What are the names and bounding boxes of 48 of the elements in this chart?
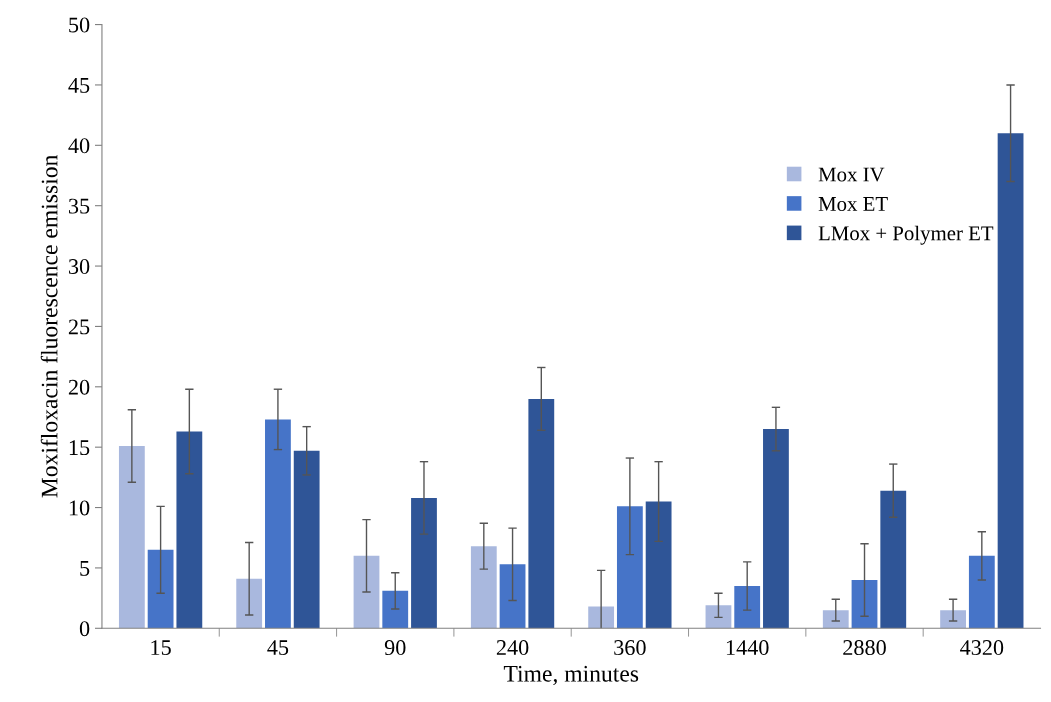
y-tick-label: 5 — [80, 561, 90, 576]
bar — [588, 606, 615, 629]
x-tick-label: 45 — [267, 640, 289, 656]
bar — [353, 555, 380, 629]
bar — [616, 506, 643, 629]
bar — [880, 490, 907, 629]
y-tick-label: 45 — [68, 78, 90, 93]
bar — [851, 579, 878, 629]
x-tick-label: 15 — [151, 640, 171, 656]
y-tick-label: 35 — [68, 198, 90, 214]
bar — [176, 431, 203, 629]
y-tick-label: 10 — [69, 500, 90, 516]
bar — [265, 419, 291, 629]
x-axis-title: Time, minutes — [503, 665, 639, 686]
bar — [734, 586, 761, 629]
bar — [499, 564, 526, 629]
bar — [236, 578, 263, 629]
legend-label: LMox + Polymer ET — [818, 225, 994, 245]
bar — [763, 429, 789, 629]
bar — [705, 605, 732, 629]
y-axis-title: Moxifloxacin fluorescence emission — [40, 155, 58, 498]
legend-label: Mox IV — [818, 167, 885, 182]
x-tick-label: 2880 — [843, 640, 886, 656]
x-tick-label: 240 — [496, 640, 529, 656]
y-tick-label: 25 — [68, 319, 90, 335]
x-tick-label: 1440 — [726, 640, 769, 656]
bar — [940, 610, 966, 629]
x-tick-label: 4320 — [960, 640, 1004, 656]
x-tick-label: 360 — [614, 640, 646, 656]
y-tick-label: 40 — [68, 138, 90, 154]
bar — [997, 133, 1024, 629]
bar — [528, 398, 555, 629]
bar — [118, 445, 145, 629]
bar — [411, 497, 437, 629]
bar — [382, 590, 409, 629]
bar — [645, 501, 672, 629]
bar — [470, 546, 497, 629]
bar — [822, 610, 849, 629]
y-tick-label: 50 — [69, 17, 90, 33]
y-tick-label: 20 — [68, 379, 90, 395]
y-tick-label: 30 — [68, 258, 90, 274]
bar — [147, 549, 174, 629]
bar — [293, 450, 320, 629]
y-tick-label: 0 — [79, 621, 90, 637]
legend-label: Mox ET — [818, 197, 888, 211]
x-tick-label: 90 — [384, 640, 406, 656]
y-tick-label: 15 — [69, 440, 90, 456]
bar — [968, 555, 995, 629]
